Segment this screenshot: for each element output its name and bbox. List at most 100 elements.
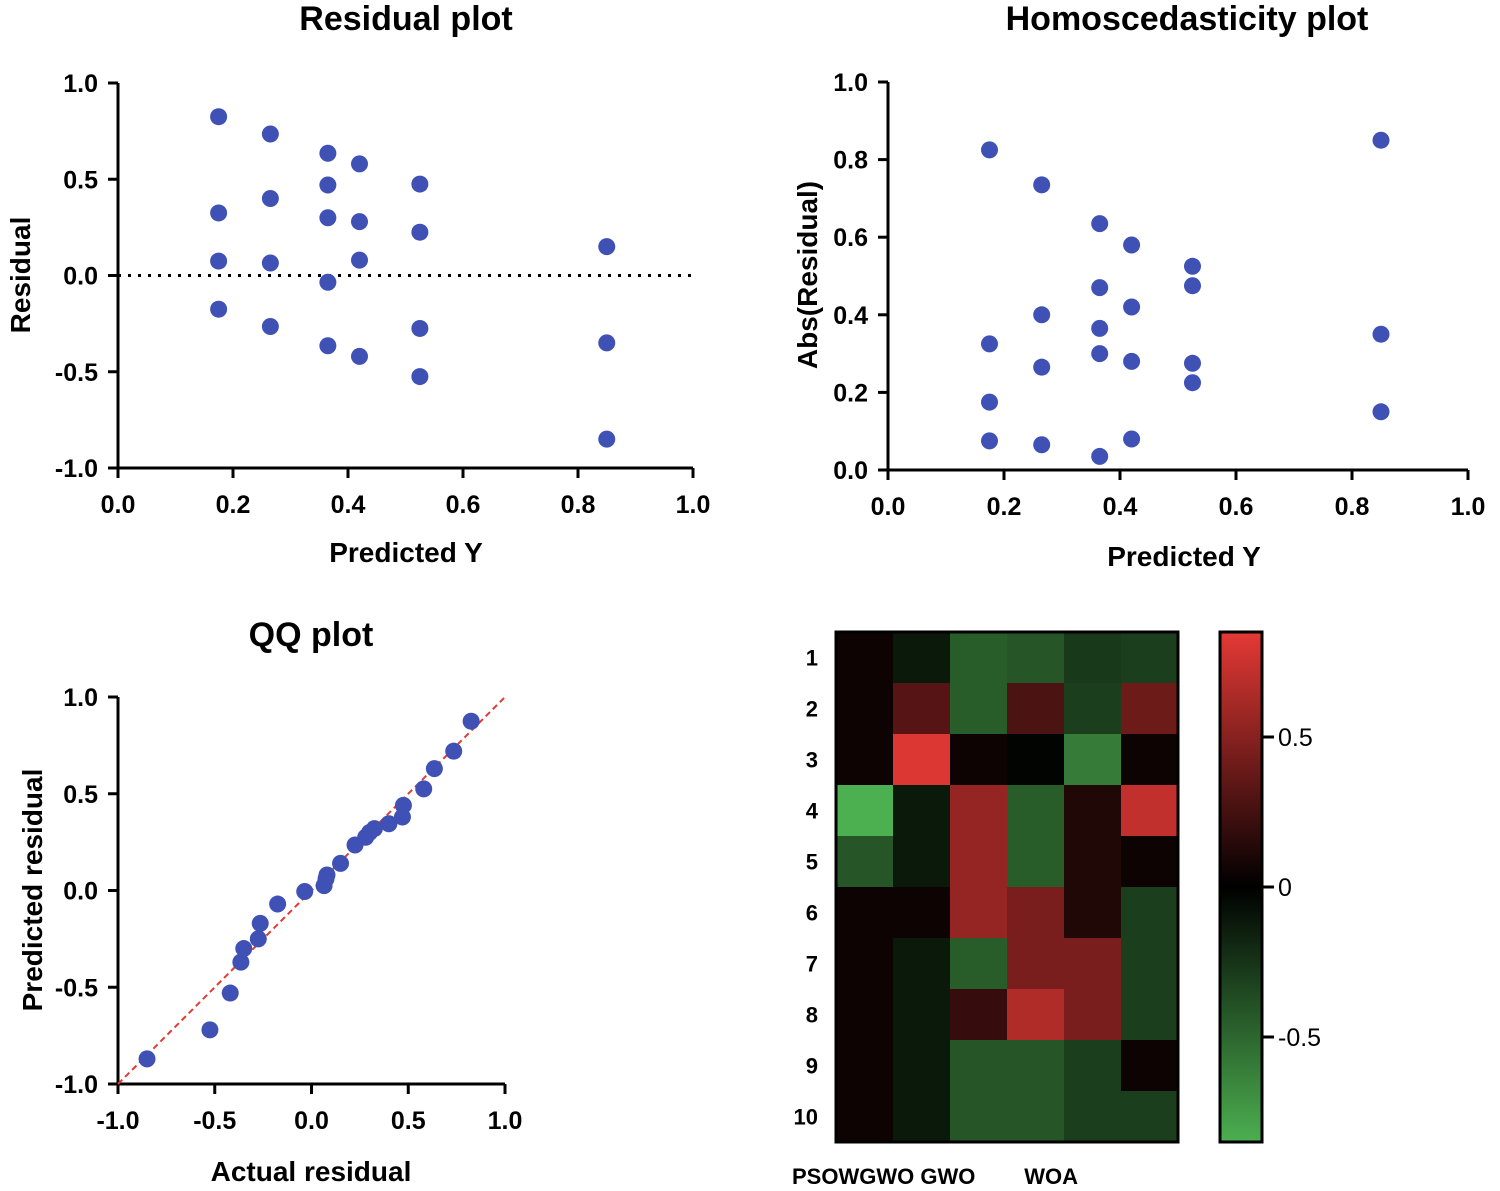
heatmap-cell: [1064, 1040, 1122, 1092]
heatmap-column-labels: PSOWGWO GWO WOA: [792, 1164, 1078, 1189]
heatmap-cell: [1064, 683, 1122, 735]
homoscedasticity-plot-point: [1123, 298, 1141, 316]
residual-plot-point: [319, 209, 337, 227]
colorbar: [1218, 630, 1264, 1144]
qq-plot-point: [249, 930, 267, 948]
residual-plot-y-tick-label: 0.0: [63, 263, 98, 291]
heatmap-cell: [893, 683, 951, 735]
heatmap-cell: [1007, 683, 1065, 735]
heatmap-cell: [1007, 734, 1065, 786]
qq-plot-point: [221, 984, 239, 1002]
colorbar-tick-label: -0.5: [1278, 1024, 1321, 1052]
residual-plot-point: [319, 176, 337, 194]
heatmap-cell: [893, 785, 951, 837]
heatmap-cell: [1007, 1040, 1065, 1092]
homoscedasticity-plot-x-tick-label: 0.4: [1103, 493, 1138, 521]
homoscedasticity-plot-y-tick-label: 0.6: [833, 224, 868, 252]
heatmap-cell: [836, 785, 894, 837]
residual-plot-points: [118, 108, 693, 448]
heatmap-cell: [836, 887, 894, 939]
homoscedasticity-plot-point: [1091, 319, 1109, 337]
homoscedasticity-plot-y-tick-label: 1.0: [833, 69, 868, 97]
heatmap-cell: [950, 785, 1008, 837]
qq-plot-title: QQ plot: [249, 616, 374, 654]
residual-plot-point: [411, 368, 429, 386]
homoscedasticity-plot-point: [1123, 352, 1141, 370]
residual-plot-xlabel: Predicted Y: [329, 537, 483, 568]
heatmap-cell: [1064, 938, 1122, 990]
heatmap-cell: [1121, 836, 1179, 888]
heatmap-cell: [1064, 632, 1122, 684]
homoscedasticity-plot-y-tick-label: 0.4: [833, 302, 868, 330]
heatmap-cell: [836, 938, 894, 990]
qq-plot-point: [138, 1050, 156, 1068]
qq-plot-points: [117, 696, 506, 1085]
heatmap-cell: [1007, 989, 1065, 1041]
heatmap-cell: [1064, 785, 1122, 837]
residual-plot-point: [351, 155, 368, 173]
residual-plot-point: [411, 223, 429, 241]
heatmap-cell: [1121, 887, 1179, 939]
homoscedasticity-plot-panel: Homoscedasticity plot 0.0 0.2 0.4 0.6 0.8 1.0…: [792, 0, 1485, 572]
homoscedasticity-plot-point: [1184, 277, 1201, 295]
homoscedasticity-plot-ylabel: Abs(Residual): [792, 181, 823, 369]
heatmap-cell: [1121, 1091, 1179, 1143]
residual-plot-y-tick-label: -0.5: [55, 359, 98, 387]
homoscedasticity-plot-point: [1372, 325, 1390, 343]
homoscedasticity-plot-point: [1091, 447, 1109, 465]
qq-plot-point: [415, 780, 433, 798]
heatmap-cell: [950, 734, 1008, 786]
heatmap-panel: 1 2 3 4 5 6 7 8 9 10 PSOWGWO GWO WOA 0.5 0 -0.5: [792, 630, 1321, 1189]
heatmap-cell: [1121, 785, 1179, 837]
qq-plot-point: [232, 953, 250, 971]
residual-plot-point: [319, 144, 337, 162]
residual-plot-point: [210, 108, 228, 126]
heatmap-row-label: 1: [806, 646, 818, 671]
heatmap-cell: [893, 887, 951, 939]
residual-plot-axes: 0.0 0.2 0.4 0.6 0.8 1.0 -1.0 -0.5 0.0 0.5 1.0: [55, 70, 710, 519]
heatmap-cell: [950, 938, 1008, 990]
residual-plot-point: [598, 430, 616, 448]
homoscedasticity-plot-point: [1123, 236, 1141, 254]
qq-plot-point: [394, 796, 412, 814]
residual-plot-point: [261, 318, 279, 336]
heatmap-row-label: 10: [794, 1105, 818, 1130]
heatmap-cell: [1121, 989, 1179, 1041]
residual-plot-point: [351, 251, 368, 269]
homoscedasticity-plot-point: [1091, 279, 1109, 297]
heatmap-cell: [1121, 1040, 1179, 1092]
heatmap-cell: [1064, 989, 1122, 1041]
homoscedasticity-plot-point: [981, 393, 998, 411]
heatmap-cell: [893, 989, 951, 1041]
homoscedasticity-plot-point: [1033, 358, 1051, 376]
heatmap-row-label: 7: [806, 952, 818, 977]
qq-plot-x-tick-label: 0.0: [294, 1107, 329, 1135]
heatmap-cell: [1007, 785, 1065, 837]
residual-plot-point: [261, 125, 279, 143]
residual-plot-point: [261, 254, 279, 272]
homoscedasticity-plot-point: [1372, 403, 1390, 421]
heatmap-cell: [893, 938, 951, 990]
homoscedasticity-plot-x-tick-label: 0.0: [871, 493, 906, 521]
qq-plot-x-tick-label: -0.5: [193, 1107, 236, 1135]
homoscedasticity-plot-axes: 0.0 0.2 0.4 0.6 0.8 1.0 0.0 0.2 0.4 0.6 0.8 1.0: [833, 69, 1485, 521]
heatmap-cell: [893, 1040, 951, 1092]
qq-plot-point: [365, 820, 383, 838]
residual-plot-ylabel: Residual: [5, 217, 36, 334]
homoscedasticity-plot-y-tick-label: 0.8: [833, 147, 868, 175]
qq-plot-point: [462, 712, 480, 730]
heatmap-cell: [836, 734, 894, 786]
residual-plot-y-tick-label: 1.0: [63, 70, 98, 98]
homoscedasticity-plot-point: [1123, 430, 1141, 448]
qq-plot-x-tick-label: -1.0: [96, 1107, 139, 1135]
residual-plot-x-tick-label: 0.2: [216, 491, 251, 519]
residual-plot-title: Residual plot: [299, 0, 512, 38]
colorbar-ticks: 0.5 0 -0.5: [1262, 724, 1321, 1052]
heatmap-cell: [1007, 836, 1065, 888]
qq-plot-point: [235, 940, 253, 958]
heatmap-cell: [836, 836, 894, 888]
homoscedasticity-plot-y-tick-label: 0.0: [833, 457, 868, 485]
residual-plot-point: [411, 319, 429, 337]
heatmap-cell: [1121, 734, 1179, 786]
heatmap-row-label: 3: [806, 748, 818, 773]
